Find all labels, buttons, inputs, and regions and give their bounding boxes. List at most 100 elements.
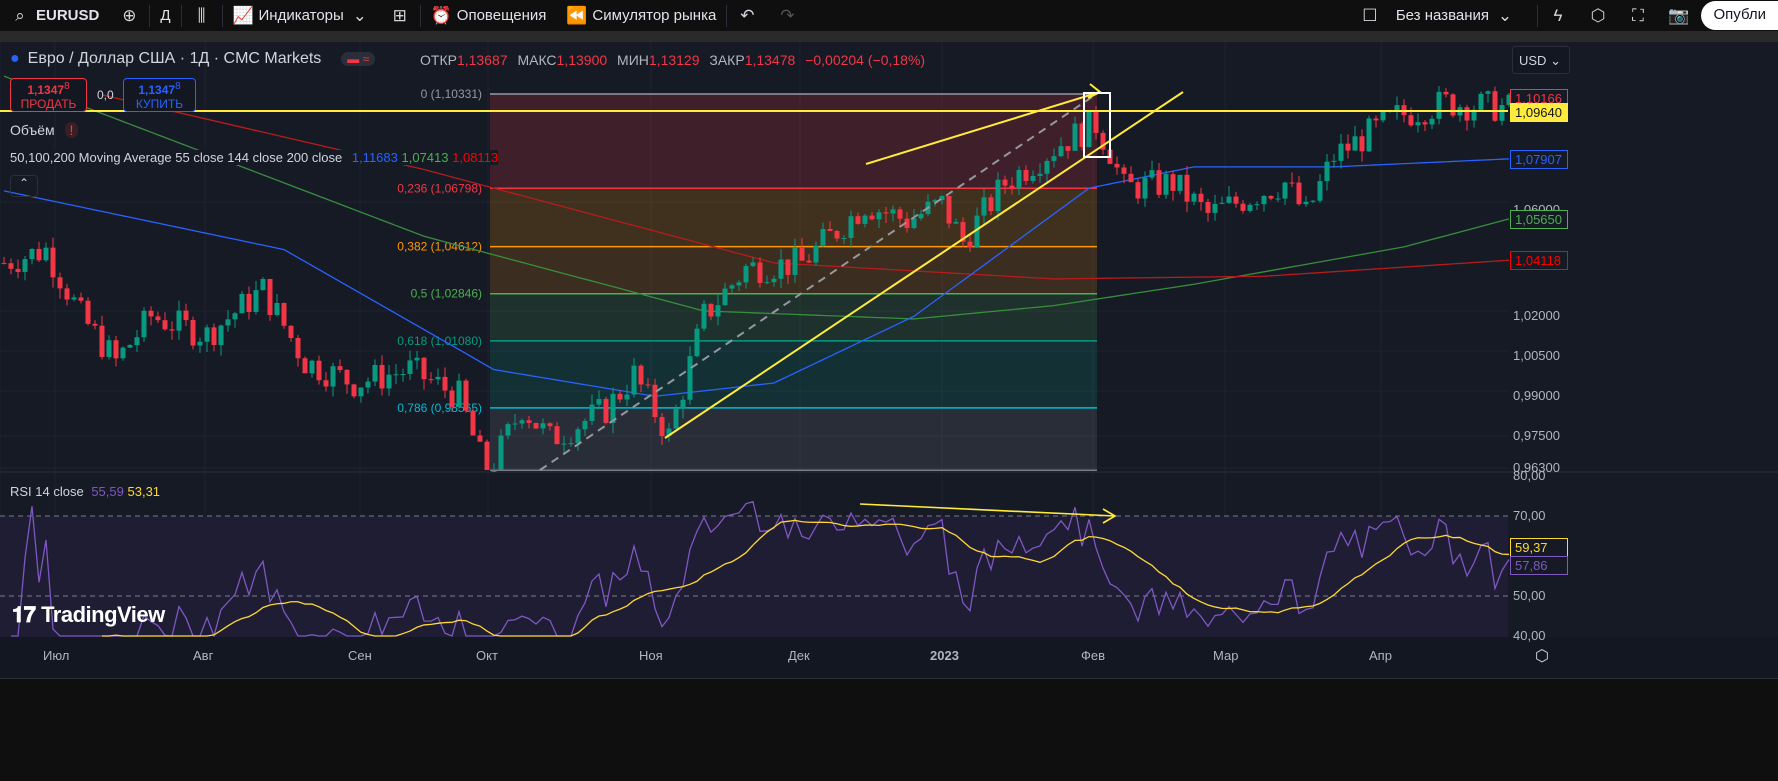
candle xyxy=(792,247,798,275)
buy-button[interactable]: 1,13478 КУПИТЬ xyxy=(123,78,196,112)
candle xyxy=(225,319,231,326)
candle xyxy=(715,305,721,317)
candle xyxy=(50,247,56,278)
redo-button[interactable]: ↷ xyxy=(767,0,807,31)
settings-button[interactable]: ⬡ xyxy=(1578,0,1618,31)
chart-area[interactable]: 0 (1,10331) 0,236 (1,06798) 0,382 (1,04612… xyxy=(0,42,1778,678)
fib-zone xyxy=(490,188,1097,247)
candle xyxy=(687,356,693,400)
candle xyxy=(1044,160,1050,174)
candle xyxy=(477,435,483,442)
data-window-toggle[interactable]: ▬ ≈ xyxy=(341,52,376,66)
candle xyxy=(29,248,35,260)
candle xyxy=(1142,177,1148,199)
ma-legend[interactable]: 50,100,200 Moving Average 55 close 144 c… xyxy=(10,150,499,165)
quick-search-button[interactable]: ϟ xyxy=(1538,0,1578,31)
indicators-button[interactable]: 📈 Индикаторы ⌄ xyxy=(223,0,380,31)
candle xyxy=(463,380,469,411)
camera-icon: 📷 xyxy=(1668,5,1690,25)
sell-button[interactable]: 1,13478 ПРОДАТЬ xyxy=(10,78,87,112)
candle xyxy=(589,404,595,421)
candle xyxy=(78,297,84,301)
candle xyxy=(848,216,854,238)
candle xyxy=(1443,91,1449,95)
candle xyxy=(1198,193,1204,202)
tradingview-logo[interactable]: 𝟏𝟕 TradingView xyxy=(12,602,165,627)
price-axis-label: 1,02000 xyxy=(1513,308,1560,324)
publish-button[interactable]: Опубли xyxy=(1701,1,1778,30)
candle xyxy=(946,195,952,224)
price-axis-label: 0,97500 xyxy=(1513,428,1560,444)
candle xyxy=(372,364,378,382)
interval-button[interactable]: Д xyxy=(160,7,171,24)
candle xyxy=(267,279,273,315)
replay-button[interactable]: ⏪ Симулятор рынка xyxy=(566,5,717,25)
ma55-line xyxy=(3,158,1510,397)
candle xyxy=(1030,175,1036,181)
candle xyxy=(183,310,189,321)
candle xyxy=(827,228,833,232)
alerts-button[interactable]: ⏰ Оповещения xyxy=(430,5,547,25)
fib-level-label: 0 (1,10331) xyxy=(421,87,482,101)
undo-button[interactable]: ↶ xyxy=(727,0,767,31)
candle xyxy=(1149,170,1155,178)
candle xyxy=(1205,201,1211,213)
candle xyxy=(1471,109,1477,121)
candle xyxy=(127,345,133,348)
candle xyxy=(995,179,1001,212)
price-axis-label: 0,99000 xyxy=(1513,388,1560,404)
candle xyxy=(400,373,406,375)
candle xyxy=(1450,94,1456,116)
spread: 0,0 xyxy=(97,88,114,102)
candle xyxy=(617,393,623,400)
candle xyxy=(547,423,553,427)
fib-level-label: 0,618 (1,01080) xyxy=(397,334,482,348)
volume-legend[interactable]: Объём ! xyxy=(10,122,79,138)
chart-type-button[interactable]: ⫼ xyxy=(182,0,222,31)
candle xyxy=(834,231,840,239)
collapse-legend-button[interactable]: ⌃ xyxy=(10,175,38,197)
candle xyxy=(897,209,903,219)
rsi-ma-line xyxy=(102,519,1510,637)
rsi-legend[interactable]: RSI 14 close 55,59 53,31 xyxy=(10,484,161,499)
candle xyxy=(1156,170,1162,195)
candle xyxy=(211,327,217,346)
gear-icon: ⬡ xyxy=(1590,5,1606,25)
candle xyxy=(778,259,784,279)
candle xyxy=(939,195,945,201)
rsi-line xyxy=(11,500,1510,639)
candle xyxy=(1037,173,1043,176)
candle xyxy=(1002,179,1008,186)
candle xyxy=(498,435,504,470)
candle xyxy=(1058,146,1064,157)
candle xyxy=(1219,202,1225,204)
rsi-axis-label: 40,00 xyxy=(1513,628,1546,643)
candle xyxy=(484,441,490,470)
snapshot-button[interactable]: 📷 xyxy=(1658,0,1698,31)
candle xyxy=(1163,174,1169,195)
candle xyxy=(988,197,994,212)
candle xyxy=(421,357,427,380)
templates-button[interactable]: ⊞ xyxy=(380,0,420,31)
fib-zone xyxy=(490,293,1097,341)
rsi-tag: 57,86 xyxy=(1510,556,1568,575)
candle xyxy=(1478,93,1484,110)
price-tag: 1,04118 xyxy=(1510,250,1568,270)
candle xyxy=(148,310,154,317)
candle xyxy=(85,300,91,324)
fullscreen-button[interactable]: ⛶ xyxy=(1618,0,1658,31)
currency-select[interactable]: USD ⌄ xyxy=(1512,46,1570,74)
candle xyxy=(533,422,539,429)
fib-level-label: 0,382 (1,04612) xyxy=(397,240,482,254)
axis-settings-icon[interactable]: ⬡ xyxy=(1535,648,1549,665)
compare-button[interactable]: ⊕ xyxy=(109,0,149,31)
candle xyxy=(1184,174,1190,202)
chart-canvas[interactable]: 0 (1,10331) 0,236 (1,06798) 0,382 (1,04612… xyxy=(0,42,1778,678)
candle xyxy=(1191,193,1197,202)
top-toolbar: ⌕ EURUSD ⊕ Д ⫼ 📈 Индикаторы ⌄ ⊞ ⏰ Оповещения… xyxy=(0,0,1778,31)
symbol-search[interactable]: ⌕ EURUSD xyxy=(0,0,109,31)
layout-button[interactable]: ☐ Без названия ⌄ xyxy=(1350,0,1525,31)
candle xyxy=(302,358,308,374)
candle xyxy=(904,218,910,229)
candle xyxy=(932,200,938,202)
